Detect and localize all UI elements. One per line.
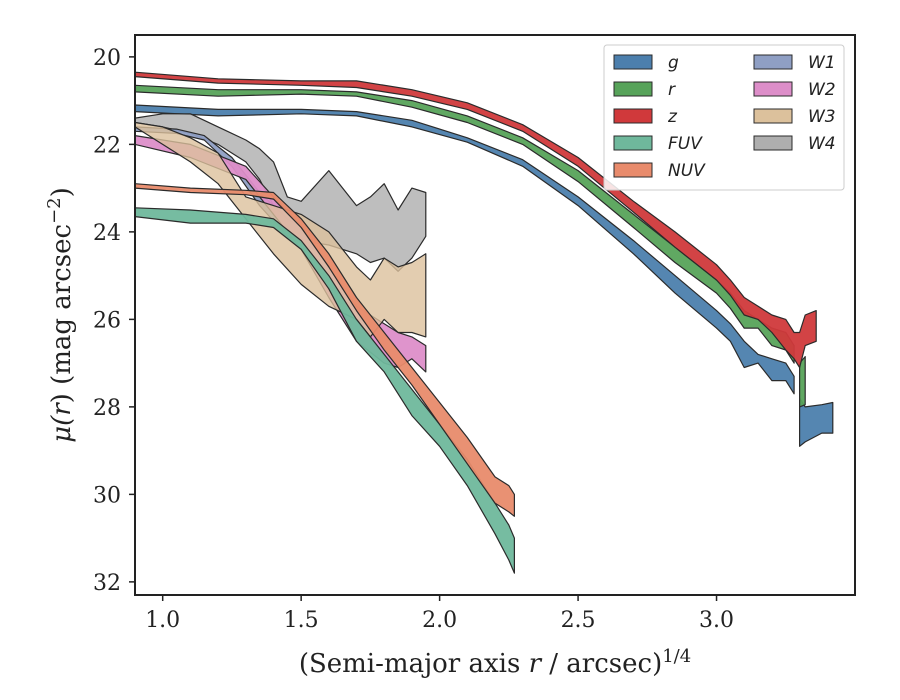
y-tick-label: 28	[93, 396, 121, 421]
y-tick-label: 32	[93, 571, 121, 596]
y-axis-label-pre: μ(	[47, 415, 77, 443]
x-axis-label-var: r	[529, 649, 543, 679]
legend-label-g: g	[668, 53, 679, 73]
legend-box	[603, 44, 845, 191]
legend-swatch-r	[613, 81, 653, 97]
plot-frame	[134, 34, 856, 596]
x-tick-label: 2.0	[422, 608, 457, 633]
x-axis-label: (Semi-major axis r / arcsec)1/4	[299, 646, 691, 679]
x-axis: 1.0 1.5 2.0 2.5 3.0	[145, 595, 734, 633]
y-axis-label-sup: −2	[44, 197, 65, 224]
legend-label-w2: W2	[808, 80, 836, 100]
legend-swatch-w4	[753, 135, 793, 151]
legend-label-fuv: FUV	[668, 134, 703, 154]
legend-label-w4: W4	[808, 134, 836, 154]
band-g-tail	[798, 397, 834, 447]
legend-swatch-w2	[753, 81, 793, 97]
plot-areas	[135, 71, 834, 574]
legend-swatch-z	[613, 108, 653, 124]
x-tick-label: 1.0	[145, 608, 180, 633]
x-tick-label: 3.0	[699, 608, 734, 633]
legend-label-r: r	[668, 80, 676, 100]
band-r-tail	[798, 356, 806, 408]
y-tick-label: 26	[93, 308, 121, 333]
band-fuv	[135, 207, 516, 574]
legend-swatch-w1	[753, 54, 793, 70]
x-axis-label-mid: / arcsec)	[541, 649, 662, 679]
y-tick-label: 24	[93, 221, 121, 246]
band-nuv	[135, 183, 516, 517]
legend-swatch-w3	[753, 108, 793, 124]
legend-swatch-fuv	[613, 135, 653, 151]
band-z	[135, 71, 817, 369]
legend-swatch-g	[613, 54, 653, 70]
y-axis: 20 22 24 26 28 30 32	[93, 46, 135, 596]
legend-label-nuv: NUV	[668, 161, 706, 181]
y-axis-label-mid: ) (mag arcsec	[47, 224, 77, 403]
y-axis-label: μ(r) (mag arcsec−2)	[44, 187, 77, 443]
x-axis-label-text: (Semi-major axis	[299, 649, 529, 679]
legend-label-w1: W1	[808, 53, 836, 73]
y-axis-label-var: r	[47, 402, 77, 416]
band-r	[135, 84, 795, 364]
x-tick-label: 1.5	[284, 608, 319, 633]
y-axis-label-post: )	[47, 187, 77, 197]
y-tick-label: 20	[93, 46, 121, 71]
legend: grz FUV NUV W1 W2 W3 W4	[603, 44, 845, 191]
legend-label-w3: W3	[808, 107, 836, 127]
legend-swatch-nuv	[613, 162, 653, 178]
x-axis-label-sup: 1/4	[662, 646, 691, 667]
band-w4	[135, 113, 427, 272]
band-g	[135, 104, 795, 395]
legend-label-z: z	[667, 107, 678, 127]
y-tick-label: 22	[93, 133, 121, 158]
y-tick-label: 30	[93, 483, 121, 508]
x-tick-label: 2.5	[561, 608, 596, 633]
